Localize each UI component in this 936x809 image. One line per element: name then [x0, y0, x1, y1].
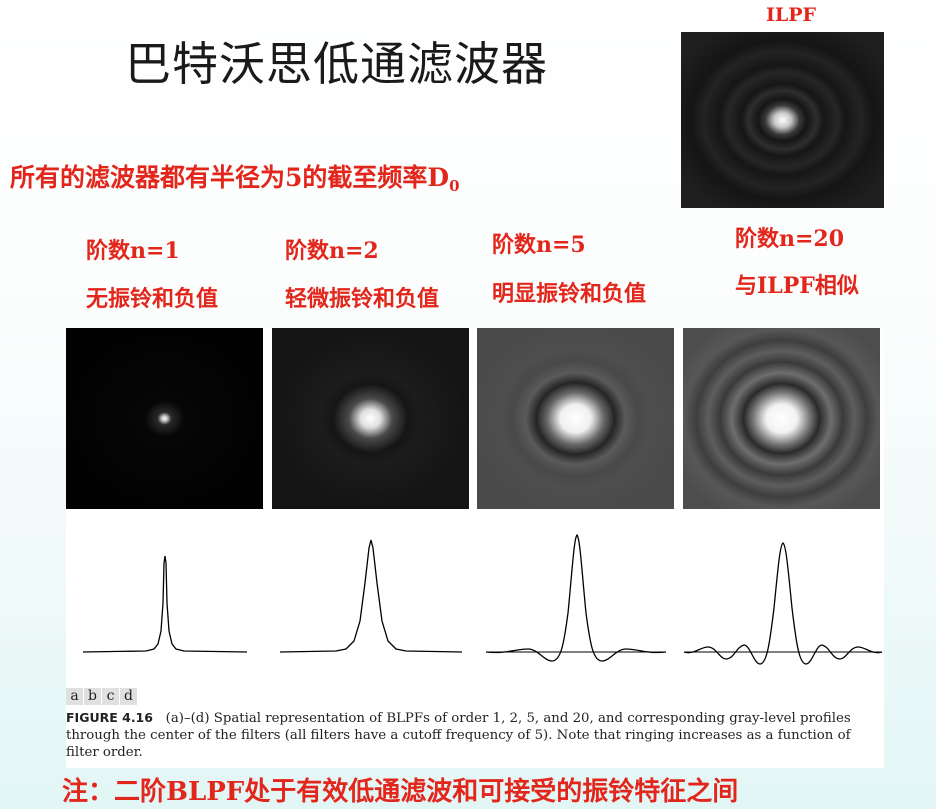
sublabel-b: b	[84, 688, 102, 705]
order-label-n1: 阶数n=1	[86, 233, 180, 265]
gray-level-profiles	[66, 523, 884, 678]
figure-caption: FIGURE 4.16 (a)–(d) Spatial representati…	[66, 709, 884, 761]
slide-title: 巴特沃思低通滤波器	[125, 28, 548, 94]
ilpf-label: ILPF	[766, 4, 816, 26]
desc-label-n20: 与ILPF相似	[735, 268, 859, 300]
subfigure-labels: a b c d	[66, 688, 138, 705]
sublabel-c: c	[102, 688, 120, 705]
spatial-image-d	[683, 328, 880, 509]
figure-4-16: a b c d FIGURE 4.16 (a)–(d) Spatial repr…	[66, 328, 884, 768]
figure-caption-text: (a)–(d) Spatial representation of BLPFs …	[66, 711, 851, 760]
ilpf-spatial-image	[681, 32, 884, 208]
profile-d	[684, 543, 882, 664]
profile-a	[83, 556, 247, 652]
figure-caption-label: FIGURE 4.16	[66, 710, 153, 725]
order-label-n20: 阶数n=20	[735, 221, 844, 253]
order-label-n5: 阶数n=5	[492, 227, 586, 259]
profile-c	[486, 535, 666, 661]
desc-label-n2: 轻微振铃和负值	[285, 281, 439, 313]
spatial-image-b	[272, 328, 469, 509]
spatial-image-a	[66, 328, 263, 509]
subtitle: 所有的滤波器都有半径为5的截至频率D0	[10, 158, 460, 195]
footnote: 注：二阶BLPF处于有效低通滤波和可接受的振铃特征之间	[62, 771, 738, 808]
sublabel-d: d	[120, 688, 138, 705]
order-label-n2: 阶数n=2	[285, 233, 379, 265]
desc-label-n5: 明显振铃和负值	[492, 276, 646, 308]
sublabel-a: a	[66, 688, 84, 705]
desc-label-n1: 无振铃和负值	[86, 281, 218, 313]
spatial-image-c	[477, 328, 674, 509]
profile-b	[280, 540, 462, 652]
